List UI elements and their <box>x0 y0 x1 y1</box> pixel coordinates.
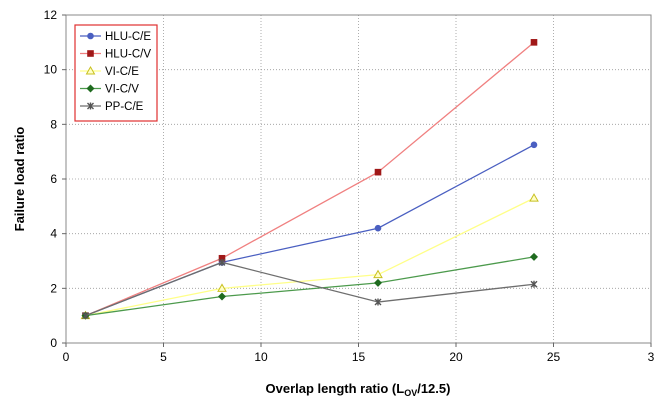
data-point-pp-c-e <box>218 258 226 266</box>
y-tick-label: 8 <box>50 117 57 131</box>
x-tick-label: 15 <box>352 350 366 364</box>
x-axis-title-tail: /12.5) <box>417 381 450 396</box>
series-vi-c-e <box>80 193 539 320</box>
legend-label: HLU-C/V <box>105 49 151 61</box>
data-point-vi-c-v <box>218 292 226 301</box>
y-tick-label: 0 <box>50 336 57 350</box>
data-point-hlu-c-v <box>218 254 226 262</box>
x-tick-label: 3 <box>648 350 654 364</box>
x-axis-title: Overlap length ratio (LOV/12.5) <box>266 381 451 398</box>
legend-swatch-marker <box>87 32 94 40</box>
x-tick-label: 0 <box>63 350 70 364</box>
series-line-vi-c-v <box>85 256 535 317</box>
data-point-pp-c-e <box>374 298 382 306</box>
legend-label: VI-C/V <box>105 84 139 96</box>
legend-item-hlu-c-v: HLU-C/V <box>80 49 151 61</box>
data-point-vi-c-v <box>530 252 538 261</box>
grid-lines <box>66 15 651 343</box>
legend-swatch-marker <box>87 50 94 57</box>
data-point-hlu-c-e <box>530 141 538 149</box>
legend-swatch-marker <box>85 65 96 75</box>
data-point-hlu-c-e <box>374 224 382 232</box>
legend: HLU-C/E HLU-C/V VI-C/E VI-C/V PP-C/E <box>74 24 158 122</box>
data-point-hlu-c-v <box>530 39 538 46</box>
y-tick-label: 12 <box>44 8 58 22</box>
data-point-vi-c-e <box>373 269 383 279</box>
y-axis-title: Failure load ratio <box>12 127 27 232</box>
x-axis-title-subscript: OV <box>404 388 417 398</box>
x-axis-title-main: Overlap length ratio (L <box>266 381 405 396</box>
legend-item-vi-c-e: VI-C/E <box>80 65 139 78</box>
data-point-vi-c-e <box>529 193 539 202</box>
legend-label: VI-C/E <box>105 66 139 78</box>
y-tick-label: 2 <box>50 281 57 295</box>
series-vi-c-v <box>81 252 538 320</box>
legend-label: PP-C/E <box>105 101 144 113</box>
x-tick-label: 25 <box>547 350 561 364</box>
series-line-vi-c-e <box>85 197 535 317</box>
y-tick-label: 10 <box>44 63 58 77</box>
legend-label: HLU-C/E <box>105 31 151 43</box>
legend-item-vi-c-v: VI-C/V <box>80 84 139 96</box>
data-point-pp-c-e <box>530 280 538 288</box>
legend-swatch-marker <box>87 102 94 110</box>
data-series <box>80 39 539 320</box>
data-point-vi-c-e <box>217 283 227 292</box>
legend-swatch-marker <box>86 84 95 93</box>
data-point-hlu-c-v <box>374 168 382 176</box>
series-line-hlu-c-v <box>85 41 535 317</box>
legend-item-hlu-c-e: HLU-C/E <box>80 31 151 43</box>
y-tick-label: 6 <box>50 172 57 186</box>
x-tick-label: 5 <box>160 350 167 364</box>
data-point-pp-c-e <box>82 312 89 320</box>
y-tick-label: 4 <box>50 227 57 241</box>
x-tick-label: 10 <box>254 350 268 364</box>
x-tick-label: 20 <box>449 350 463 364</box>
data-point-vi-c-v <box>374 278 382 287</box>
series-pp-c-e <box>82 258 538 320</box>
legend-item-pp-c-e: PP-C/E <box>80 101 144 113</box>
series-line-pp-c-e <box>85 261 535 317</box>
